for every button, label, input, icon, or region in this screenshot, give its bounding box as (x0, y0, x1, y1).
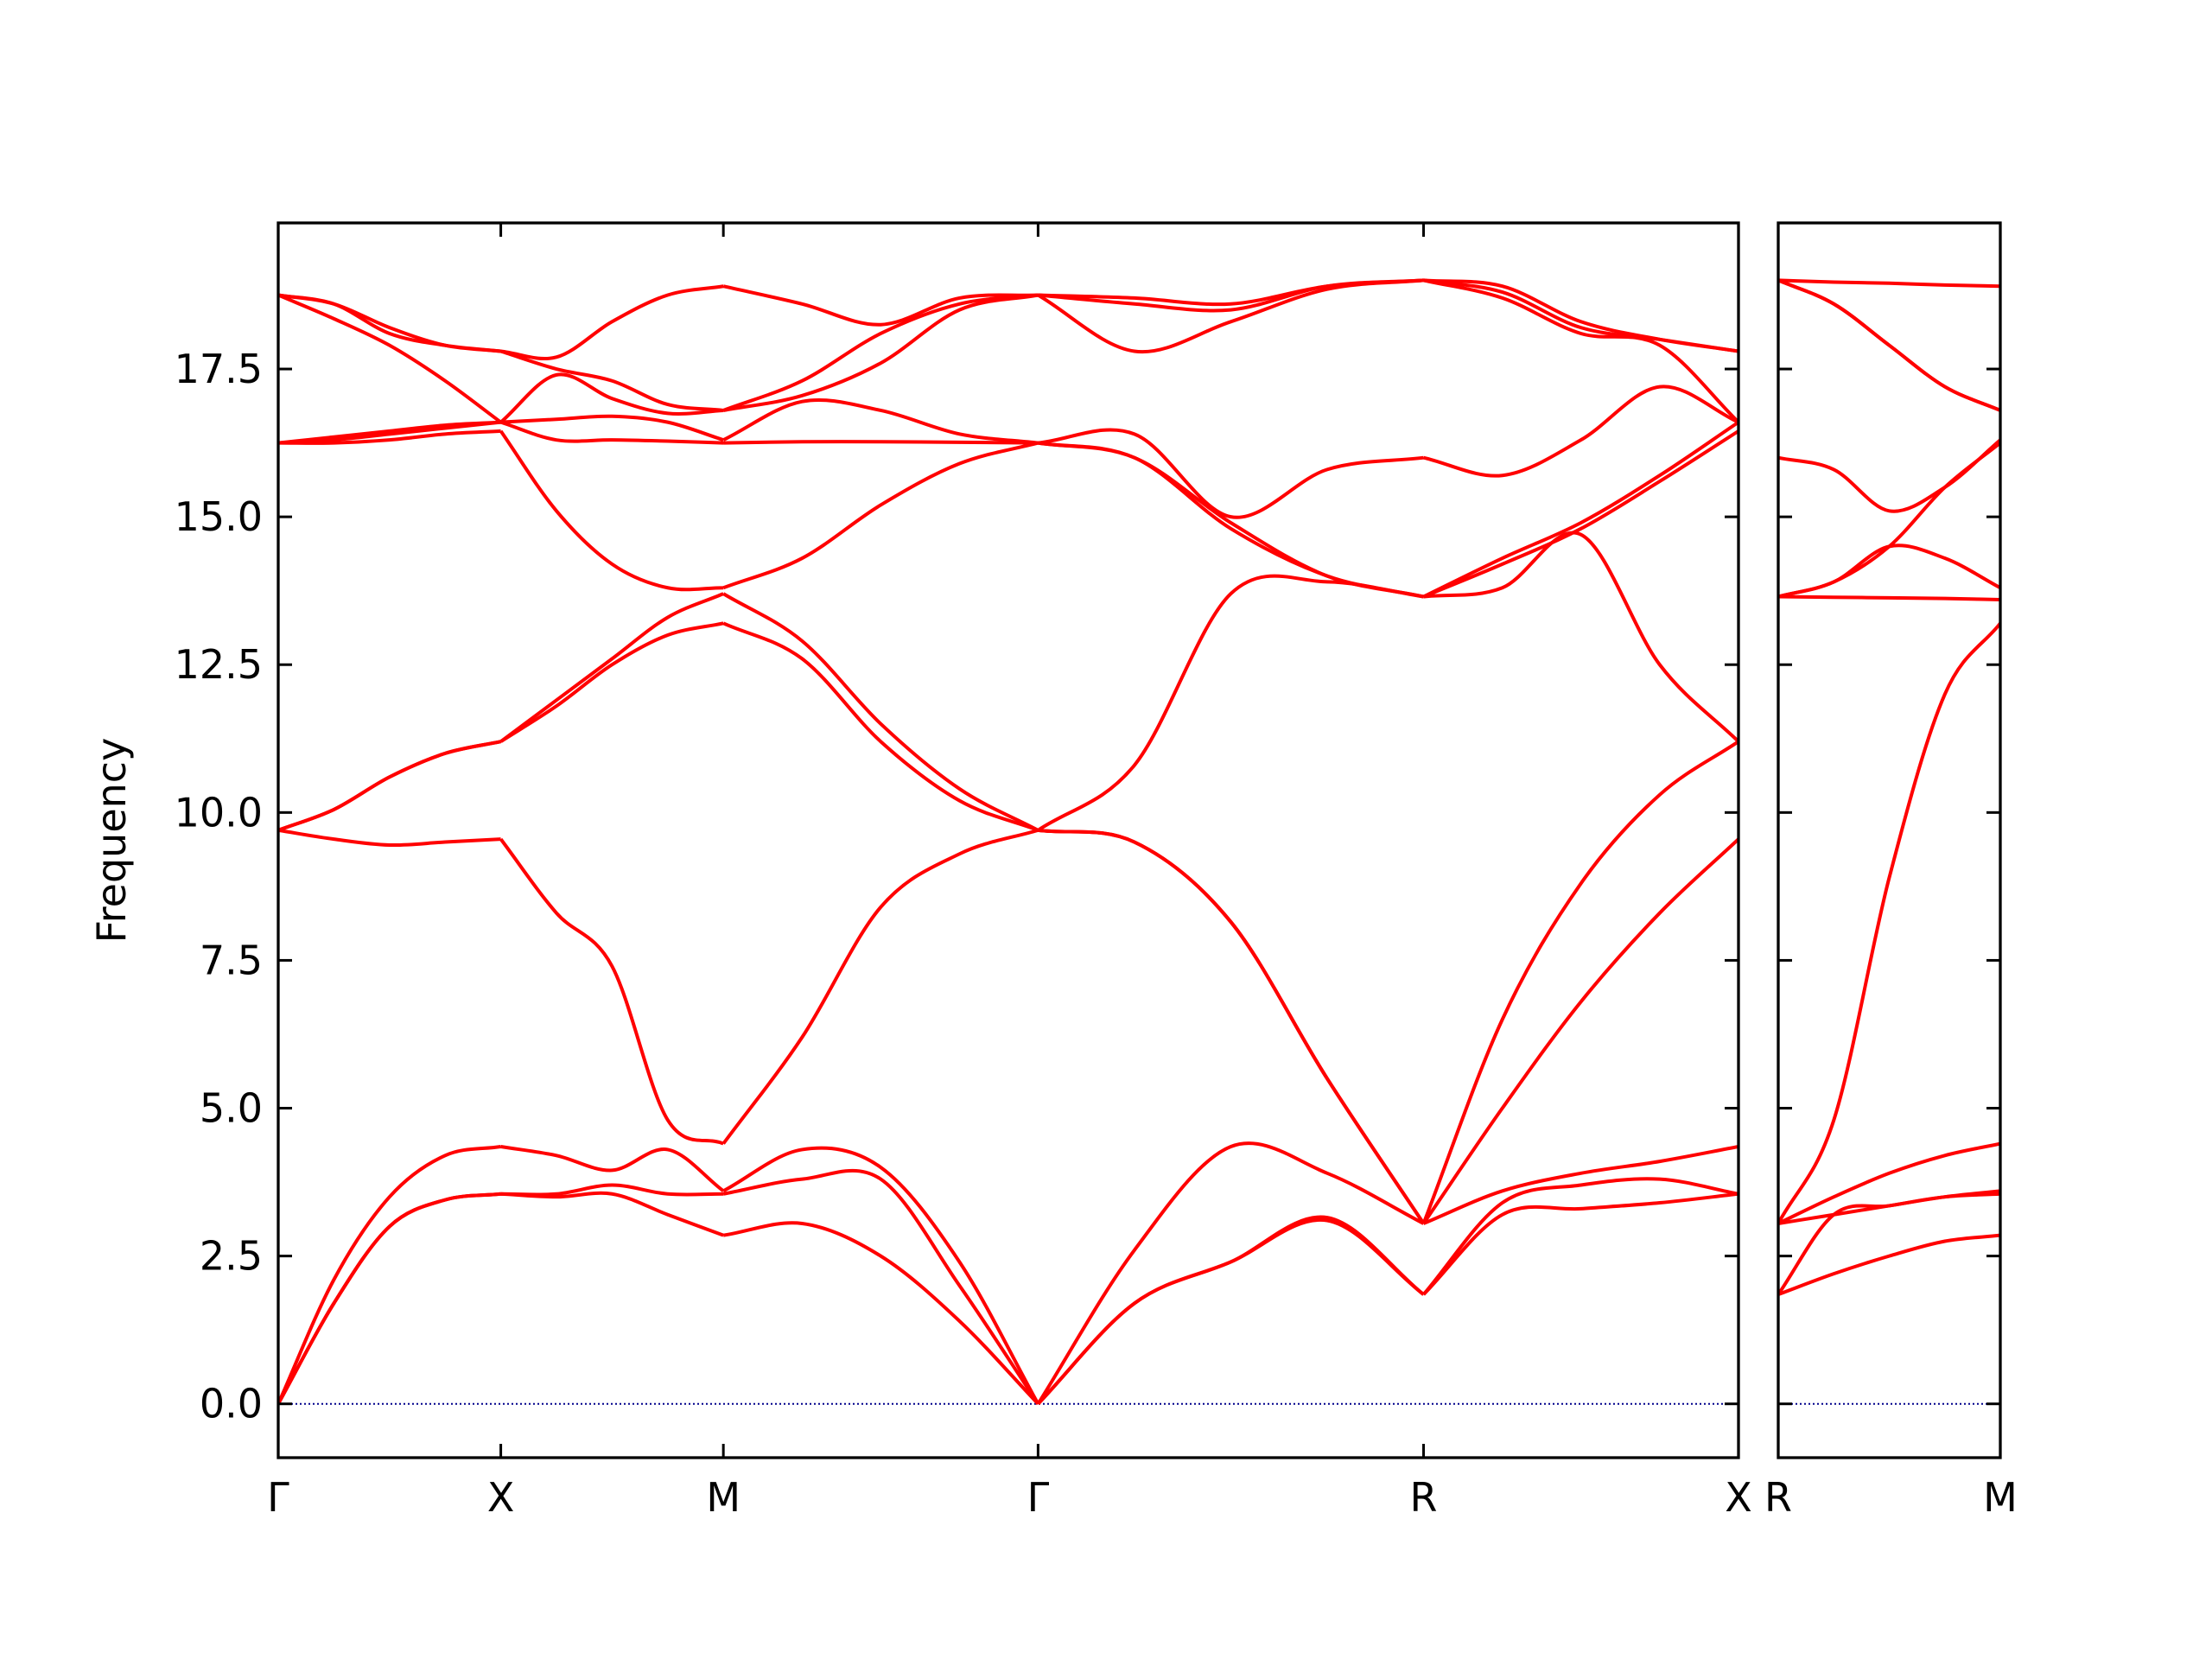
band-line (1778, 1233, 2000, 1296)
x-tick-label: X (487, 1474, 515, 1521)
bands (278, 278, 1738, 1406)
band-line (278, 429, 1738, 599)
x-tick-label: R (1764, 1474, 1792, 1521)
band-line (278, 828, 1738, 1225)
y-tick-label: 0.0 (200, 1381, 263, 1427)
x-tick-label: X (1725, 1474, 1752, 1521)
band-line (1778, 622, 2000, 1224)
y-tick-label: 12.5 (175, 641, 263, 688)
axes-frame (1777, 221, 2002, 1459)
band-line (1778, 438, 2000, 513)
x-tick-label: Γ (267, 1474, 289, 1521)
band-line (1778, 278, 2000, 289)
band-line (278, 531, 1738, 832)
band-line (278, 278, 1738, 361)
band-line (1778, 594, 2000, 601)
x-tick-label: R (1410, 1474, 1438, 1521)
x-tick-label: Γ (1027, 1474, 1050, 1521)
band-line (278, 420, 1738, 599)
y-tick-label: 5.0 (200, 1085, 263, 1132)
x-tick-label: M (1983, 1474, 2018, 1521)
y-tick-label: 10.0 (175, 789, 263, 836)
y-tick-label: 15.0 (175, 493, 263, 540)
band-line (278, 278, 1738, 412)
bands (1778, 278, 2000, 1296)
band-line (1778, 1141, 2000, 1225)
band-line (278, 1168, 1738, 1406)
x-tick-label: M (706, 1474, 741, 1521)
band-line (1778, 1189, 2000, 1225)
band-line (278, 1141, 1738, 1405)
axes-frame (276, 221, 1740, 1459)
band-line (1778, 278, 2000, 412)
y-tick-label: 7.5 (200, 937, 263, 983)
y-tick-label: 2.5 (200, 1233, 263, 1280)
band-line (278, 278, 1738, 424)
band-line (278, 385, 1738, 519)
y-axis-label: Frequency (88, 738, 135, 944)
y-tick-label: 17.5 (175, 346, 263, 392)
